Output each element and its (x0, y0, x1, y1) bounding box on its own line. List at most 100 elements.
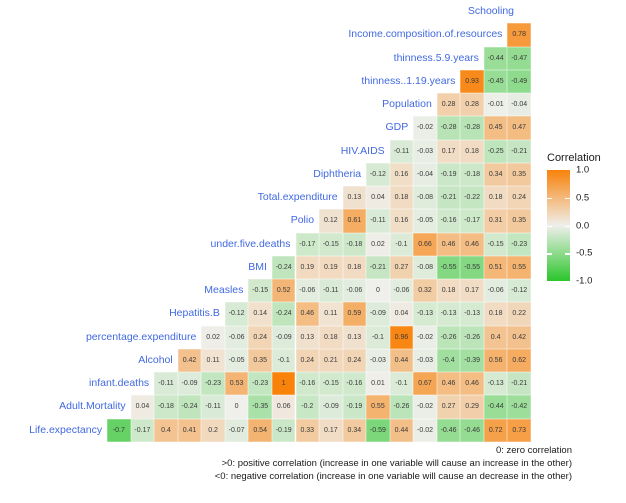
heatmap-cell: 0.24 (248, 325, 272, 349)
row-label-thinness-1-19-years: thinness..1.19.years (361, 74, 456, 87)
heatmap-cell: -0.55 (436, 255, 461, 279)
heatmap-cell: -0.06 (342, 279, 367, 303)
heatmap-cell: -0.23 (507, 232, 531, 256)
heatmap-cell: -0.21 (436, 186, 461, 210)
heatmap-cell: 0.34 (483, 162, 508, 186)
heatmap-cell: -0.11 (201, 395, 225, 419)
heatmap-cell: -0.1 (389, 232, 414, 256)
legend-tick-label: -0.5 (576, 247, 593, 259)
heatmap-cell: 0.21 (319, 348, 343, 372)
heatmap-cell: -0.02 (413, 395, 437, 419)
heatmap-cell: -0.46 (460, 418, 484, 442)
heatmap-cell: -0.15 (319, 372, 343, 396)
heatmap-cell: 0.16 (389, 209, 414, 233)
heatmap-cell: -0.23 (248, 372, 272, 396)
heatmap-cell: -0.03 (413, 348, 437, 372)
heatmap-cell: 0.42 (507, 325, 531, 349)
heatmap-cell: -0.13 (413, 302, 437, 326)
row-label-infant-deaths: infant.deaths (89, 377, 150, 389)
row-label-adult-mortality: Adult.Mortality (59, 400, 126, 413)
heatmap-cell: 0.42 (177, 348, 202, 372)
heatmap-cell: -0.01 (483, 93, 508, 117)
heatmap-cell: 0.78 (507, 23, 531, 47)
row-label-alcohol: Alcohol (138, 353, 173, 366)
heatmap-cell: -0.17 (130, 418, 155, 442)
caption: 0: zero correlation >0: positive correla… (215, 444, 572, 483)
heatmap-cell: 0.24 (342, 348, 367, 372)
heatmap-cell: -0.06 (483, 279, 508, 303)
heatmap-cell: -0.44 (483, 46, 508, 70)
heatmap-cell: -0.16 (436, 209, 461, 233)
heatmap-cell: 0.11 (319, 302, 343, 326)
heatmap-cell: -0.02 (413, 418, 437, 442)
heatmap-cell: -0.12 (224, 302, 249, 326)
heatmap-cell: 0.18 (342, 255, 367, 279)
heatmap-cell: 0.4 (483, 325, 508, 349)
heatmap-cell: -0.11 (389, 139, 414, 163)
heatmap-cell: 0.46 (436, 232, 461, 256)
heatmap-cell: -0.26 (460, 325, 484, 349)
heatmap-cell: 0.62 (507, 348, 531, 372)
heatmap-cell: -0.47 (507, 46, 531, 70)
heatmap-cell: 0.54 (248, 418, 272, 442)
heatmap-cell: 0.28 (436, 93, 461, 117)
heatmap-cell: -0.42 (507, 395, 531, 419)
heatmap-cell: 0.17 (460, 279, 484, 303)
heatmap-cell: -0.22 (460, 186, 484, 210)
legend-tick-label: 0.5 (576, 192, 590, 204)
heatmap-cell: 0.44 (389, 418, 414, 442)
heatmap-cell: 0.96 (389, 325, 414, 349)
heatmap-cell: 0.18 (319, 325, 343, 349)
heatmap-cell: 0.35 (507, 209, 531, 233)
heatmap-cell: 0.01 (366, 372, 390, 396)
heatmap-cell: -0.12 (507, 279, 531, 303)
row-label-diphtheria: Diphtheria (313, 167, 362, 180)
heatmap-cell: -0.45 (483, 69, 508, 93)
heatmap-cell: 0.27 (389, 255, 414, 279)
heatmap-cell: 0.22 (507, 302, 531, 326)
heatmap-cell: -0.28 (460, 116, 484, 140)
row-label-bmi: BMI (248, 260, 267, 273)
heatmap-cell: 0.46 (295, 302, 320, 326)
heatmap-cell: -0.26 (389, 395, 414, 419)
heatmap-cell: -0.21 (507, 372, 531, 396)
heatmap-cell: -0.21 (366, 255, 390, 279)
heatmap-cell: 0.44 (389, 348, 414, 372)
heatmap-cell: -0.11 (366, 209, 390, 233)
legend: Correlation 1.0 0.5 0.0 -0.5 -1.0 (545, 152, 626, 314)
heatmap-cell: -0.13 (460, 302, 484, 326)
row-label-gdp: GDP (385, 121, 409, 134)
heatmap-cell: -0.59 (366, 418, 390, 442)
heatmap-cell: -0.02 (413, 325, 437, 349)
heatmap-cell: 0 (366, 279, 390, 303)
heatmap-cell: 0.18 (483, 186, 508, 210)
heatmap-cell: -0.13 (436, 302, 461, 326)
heatmap-cell: -0.13 (483, 372, 508, 396)
heatmap-cell: -0.06 (224, 325, 249, 349)
heatmap-cell: -0.1 (366, 325, 390, 349)
heatmap-cell: 0.35 (248, 348, 272, 372)
row-label-total-expenditure: Total.expenditure (257, 191, 338, 203)
heatmap-cell: -0.17 (460, 209, 484, 233)
heatmap-cell: -0.05 (224, 348, 249, 372)
heatmap-cell: -0.06 (295, 279, 320, 303)
caption-line-negative: <0: negative correlation (increase in on… (214, 471, 572, 482)
heatmap-cell: -0.05 (413, 209, 437, 233)
heatmap-cell: -0.35 (248, 395, 272, 419)
heatmap-cell: -0.7 (107, 418, 131, 442)
heatmap-cell: 0.51 (483, 255, 508, 279)
heatmap-cell: 0.02 (201, 325, 225, 349)
heatmap-cell: -0.17 (295, 232, 320, 256)
legend-tick-mark (547, 197, 552, 200)
heatmap-cell: -0.15 (319, 232, 343, 256)
heatmap-cell: -0.19 (342, 395, 367, 419)
heatmap-cell: 0.66 (413, 232, 437, 256)
heatmap-cell: 0.4 (154, 418, 178, 442)
heatmap-cell: -0.24 (271, 255, 296, 279)
heatmap-cell: 0.56 (483, 348, 508, 372)
heatmap-cell: -0.24 (271, 302, 296, 326)
heatmap-cell: -0.18 (460, 162, 484, 186)
heatmap-cell: -0.24 (177, 395, 202, 419)
row-label-polio: Polio (290, 214, 315, 227)
